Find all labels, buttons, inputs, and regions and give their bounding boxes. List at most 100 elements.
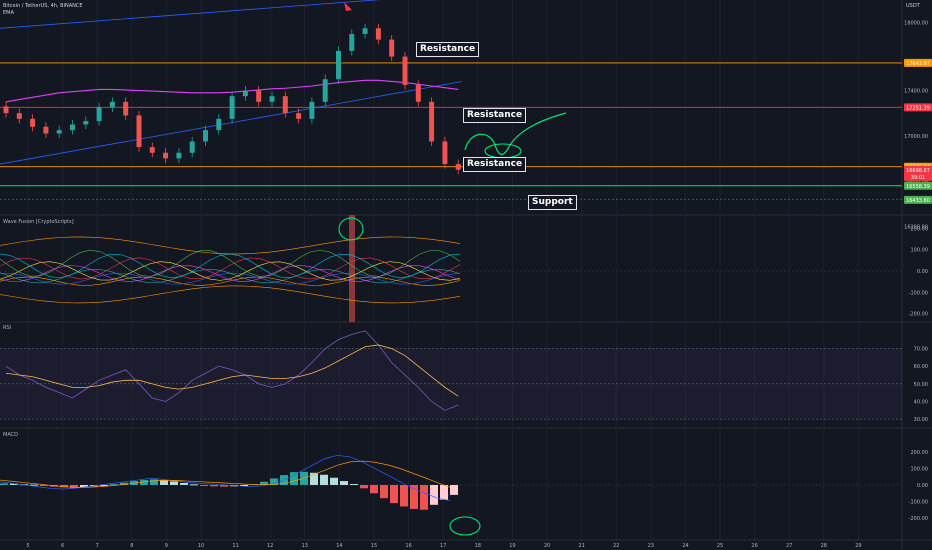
wave-tick-label: 0.00 [917,269,928,275]
candle-body [229,96,235,119]
candle-body [309,101,315,119]
wave-envelope-lower [0,285,461,304]
time-tick-label: 19 [509,543,515,549]
time-tick-label: 16 [405,543,411,549]
macd-histogram-bar [100,485,108,486]
candle-body [429,101,435,142]
wave-line [0,265,461,282]
macd-histogram-bar [110,484,118,486]
resistance-label-2[interactable]: Resistance [463,108,527,123]
macd-tick-label: -100.00 [909,500,928,506]
channel-lower-line [0,81,463,165]
wave-fusion-title[interactable]: Wave Fusion [CryptoScripts] [3,219,74,225]
candle-body [455,164,461,170]
rsi-tick-label: 50.00 [914,382,928,388]
macd-histogram-bar [390,485,398,504]
macd-title[interactable]: MACD [3,432,18,438]
macd-histogram-bar [430,485,438,505]
macd-histogram-bar [40,485,48,486]
wave-envelope-upper [0,236,461,255]
candle-body [216,118,222,131]
time-tick-label: 15 [371,543,377,549]
macd-histogram-bar [400,485,408,507]
price-badge-label: 16433.80 [906,198,930,204]
time-tick-label: 27 [786,543,792,549]
time-tick-label: 14 [336,543,342,549]
time-tick-label: 6 [61,543,64,549]
candle-body [296,113,302,119]
price-tick-label: 17000.00 [904,134,928,140]
candle-body [16,113,22,119]
macd-histogram-bar [120,482,128,485]
candle-body [256,90,262,102]
candle-body [322,79,328,102]
macd-histogram-bar [70,485,78,489]
time-tick-label: 10 [198,543,204,549]
price-badge-label: 39:01 [911,175,925,181]
macd-histogram-bar [60,485,68,488]
macd-histogram-bar [410,485,418,509]
macd-histogram-bar [80,485,88,488]
wave-line [0,261,461,281]
price-badge [904,103,932,112]
candle-body [136,115,142,148]
candle-body [70,124,75,131]
candle-body [189,141,195,153]
price-badge [904,195,932,204]
time-tick-label: 9 [165,543,168,549]
candle-body [203,130,208,142]
wave-line [0,276,461,286]
symbol-title: Bitcoin / TetherUS, 4h, BINANCE [3,3,83,9]
macd-histogram-bar [160,480,168,485]
hand-drawn-projection [464,112,567,155]
price-badge-label: 16698.87 [906,168,930,174]
candle-body [442,141,448,165]
macd-histogram-bar [380,485,388,499]
candle-body [123,101,129,116]
macd-histogram-bar [260,481,268,485]
macd-histogram-bar [240,485,248,486]
time-tick-label: 21 [578,543,584,549]
rsi-title[interactable]: RSI [3,325,12,331]
hand-drawn-circle [484,143,522,159]
time-tick-label: 12 [267,543,273,549]
macd-histogram-bar [370,485,378,494]
time-tick-label: 22 [613,543,619,549]
macd-histogram-bar [350,484,358,486]
time-tick-label: 13 [302,543,308,549]
ema-label[interactable]: EMA [3,10,14,16]
rsi-line [5,330,459,411]
price-badge-label: 16558.39 [906,184,930,190]
macd-histogram-bar [180,483,188,485]
time-tick-label: 23 [648,543,654,549]
time-tick-label: 7 [96,543,99,549]
macd-histogram-bar [310,472,318,485]
macd-histogram-bar [150,479,158,485]
resistance-label-1[interactable]: Resistance [416,42,480,57]
price-badge [904,58,932,67]
macd-histogram-bar [450,485,458,495]
rsi-tick-label: 40.00 [914,400,928,406]
candle-body [149,147,155,153]
macd-signal-line [0,460,451,488]
support-label[interactable]: Support [528,195,577,210]
hand-drawn-circle [449,516,481,536]
channel-upper-line [0,0,381,29]
price-badge-label: 17251.39 [906,105,930,111]
rsi-tick-label: 60.00 [914,364,928,370]
macd-histogram-bar [170,481,178,485]
macd-histogram-bar [140,480,148,485]
resistance-label-3[interactable]: Resistance [463,157,527,172]
macd-histogram-bar [190,484,198,486]
wave-tick-label: -200.00 [909,312,928,318]
candle-body [96,107,102,122]
macd-histogram-bar [10,483,18,485]
rsi-ma-line [5,344,459,397]
candle-body [415,84,421,102]
macd-tick-label: 100.00 [911,467,929,473]
rsi-band [0,348,902,420]
macd-line [0,454,451,502]
candle-body [83,121,89,125]
time-tick-label: 8 [130,543,133,549]
